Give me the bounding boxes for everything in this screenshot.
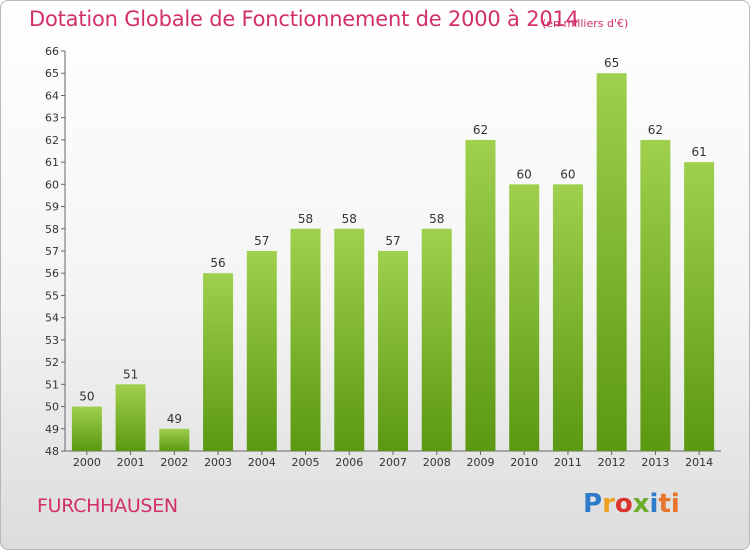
y-tick-label: 49 [45,423,59,436]
bar [246,251,277,451]
y-tick-label: 50 [45,401,59,414]
bar-value-label: 58 [298,212,313,226]
x-tick-label: 2013 [641,456,669,469]
bar [334,228,365,451]
y-tick-label: 59 [45,201,59,214]
y-tick-label: 60 [45,178,59,191]
bar [465,139,496,451]
x-tick-label: 2014 [685,456,713,469]
y-tick-label: 55 [45,289,59,302]
x-tick-label: 2009 [466,456,494,469]
proxiti-logo[interactable]: Proxiti [583,489,680,519]
bar-value-label: 60 [517,167,532,181]
x-tick-label: 2000 [73,456,101,469]
x-tick-label: 2004 [248,456,276,469]
bar [159,428,190,451]
bar-value-label: 60 [560,167,575,181]
x-tick-label: 2007 [379,456,407,469]
bar-value-label: 50 [79,390,94,404]
commune-name: FURCHHAUSEN [37,495,178,517]
chart-axes: 48 49 50 51 52 53 54 55 56 57 58 59 60 61 62 63 64 65 66 20… [45,45,721,469]
y-tick-label: 53 [45,334,59,347]
bar-value-label: 51 [123,367,138,381]
y-tick-label: 62 [45,134,59,147]
x-tick-label: 2001 [117,456,145,469]
bar [640,139,671,451]
y-tick-label: 52 [45,356,59,369]
x-tick-label: 2005 [292,456,320,469]
bar [552,184,583,452]
y-tick-label: 48 [45,445,59,458]
bar-value-label: 62 [473,123,488,137]
bar-value-label: 58 [342,212,357,226]
bar-value-label: 57 [254,234,269,248]
chart-subtitle: (en milliers d'€) [542,17,629,30]
y-tick-label: 61 [45,156,59,169]
y-tick-label: 58 [45,223,59,236]
y-tick-label: 66 [45,45,59,58]
bar-value-label: 62 [648,123,663,137]
y-tick-label: 51 [45,378,59,391]
bar-value-label: 58 [429,212,444,226]
y-tick-label: 65 [45,67,59,80]
x-tick-label: 2012 [598,456,626,469]
x-tick-label: 2003 [204,456,232,469]
bar [203,273,234,451]
bar-value-label: 57 [385,234,400,248]
chart-title: Dotation Globale de Fonctionnement de 20… [29,7,579,31]
bar [378,251,408,451]
bar-value-label: 49 [167,412,182,426]
x-tick-label: 2011 [554,456,582,469]
x-tick-label: 2008 [423,456,451,469]
bar [684,162,715,451]
bar-value-label: 61 [691,145,706,159]
bar [115,384,146,451]
bar-value-label: 65 [604,56,619,70]
bar-value-label: 56 [210,256,225,270]
bar [71,406,102,451]
bar [290,228,321,451]
x-tick-label: 2010 [510,456,538,469]
bar [509,184,540,452]
x-tick-label: 2002 [160,456,188,469]
y-tick-label: 63 [45,112,59,125]
y-tick-label: 56 [45,267,59,280]
y-tick-label: 64 [45,89,59,102]
x-tick-label: 2006 [335,456,363,469]
bar [421,228,452,451]
bar [596,73,627,451]
chart-bars: 50 51 49 56 57 58 58 57 58 62 60 60 65 62 61 [71,56,715,452]
y-tick-label: 54 [45,312,59,325]
y-tick-label: 57 [45,245,59,258]
